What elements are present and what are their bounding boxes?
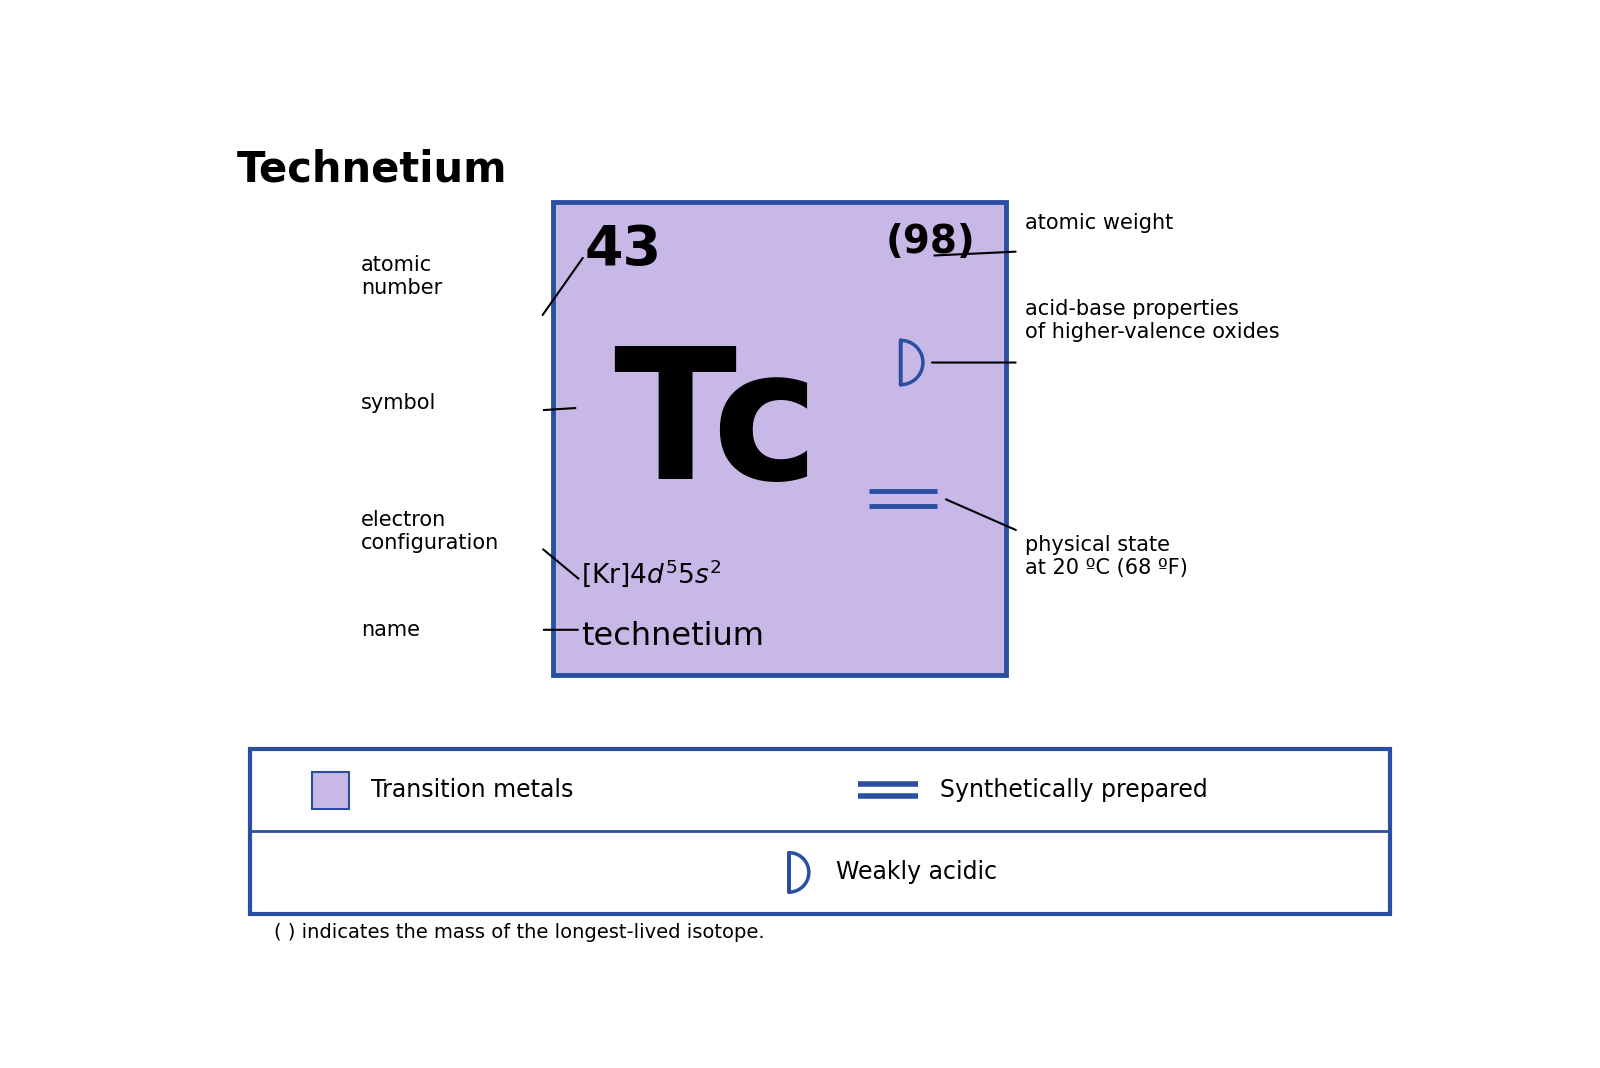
Text: 43: 43 <box>584 223 661 277</box>
Text: acid-base properties
of higher-valence oxides: acid-base properties of higher-valence o… <box>1024 299 1280 342</box>
Bar <box>312 772 349 808</box>
Text: ( ) indicates the mass of the longest-lived isotope.: ( ) indicates the mass of the longest-li… <box>275 924 765 942</box>
Text: [Kr]4$d^5$5$s^2$: [Kr]4$d^5$5$s^2$ <box>581 557 722 588</box>
Bar <box>250 749 1390 913</box>
Text: atomic weight: atomic weight <box>1024 213 1173 233</box>
Text: name: name <box>362 619 421 640</box>
Text: Tc: Tc <box>613 341 819 517</box>
Text: Synthetically prepared: Synthetically prepared <box>941 779 1208 802</box>
Text: atomic
number: atomic number <box>362 254 443 298</box>
Text: (98): (98) <box>885 223 974 261</box>
Text: symbol: symbol <box>362 393 437 413</box>
Bar <box>554 202 1006 675</box>
Text: Weakly acidic: Weakly acidic <box>837 861 997 884</box>
Text: physical state
at 20 ºC (68 ºF): physical state at 20 ºC (68 ºF) <box>1024 535 1187 579</box>
Text: Technetium: Technetium <box>237 148 507 191</box>
Text: electron
configuration: electron configuration <box>362 509 499 553</box>
Text: technetium: technetium <box>581 621 763 651</box>
Text: Transition metals: Transition metals <box>371 779 573 802</box>
